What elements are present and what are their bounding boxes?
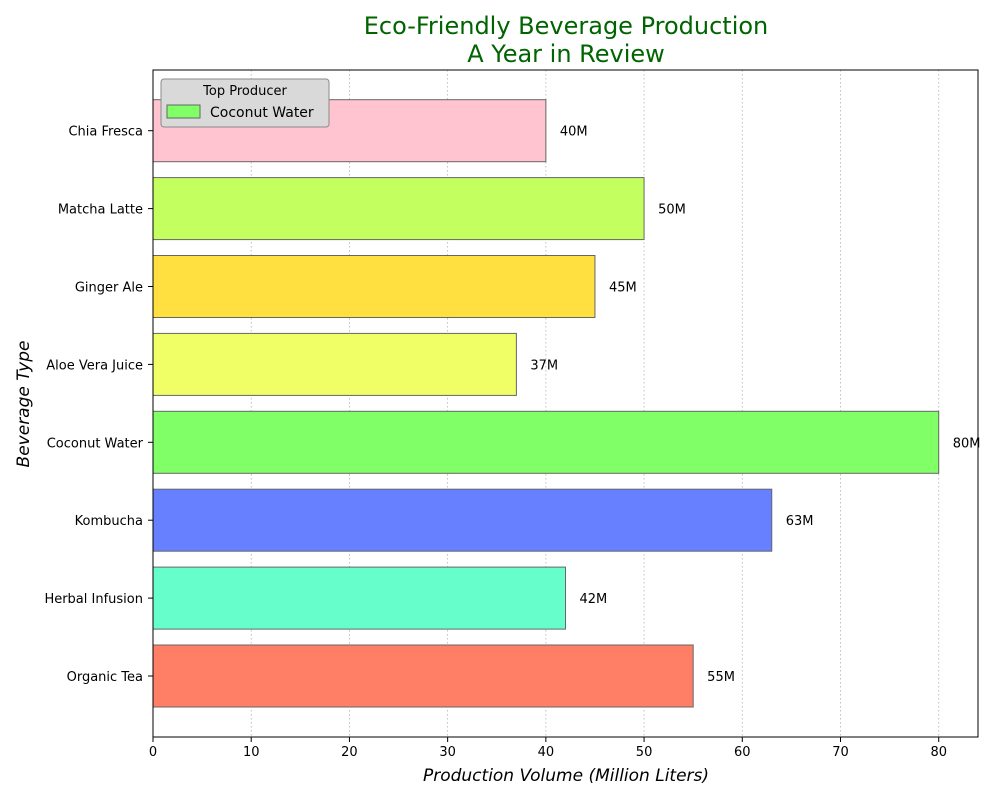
legend-box — [160, 78, 330, 128]
bar — [152, 410, 940, 474]
y-tick-label: Organic Tea — [67, 670, 143, 685]
x-tick-label: 10 — [243, 745, 260, 760]
bar — [152, 332, 517, 396]
legend-title: Top Producer — [202, 84, 287, 99]
bar — [152, 644, 694, 708]
y-tick-label: Aloe Vera Juice — [46, 358, 143, 373]
y-tick-label: Kombucha — [75, 514, 143, 529]
legend-entry-label: Coconut Water — [210, 105, 314, 121]
bar — [152, 255, 596, 318]
y-tick-label: Ginger Ale — [75, 281, 143, 296]
bar-value-label: 63M — [786, 514, 814, 529]
bar-value-label: 45M — [609, 281, 637, 296]
y-tick-label: Herbal Infusion — [44, 592, 143, 607]
x-axis-label: Production Volume (Million Liters) — [423, 766, 709, 786]
y-tick-label: Matcha Latte — [58, 203, 143, 218]
x-tick-label: 70 — [832, 745, 849, 760]
x-tick-label: 80 — [930, 745, 947, 760]
x-tick-label: 60 — [734, 745, 751, 760]
bar — [152, 566, 566, 630]
x-tick-label: 40 — [538, 745, 555, 760]
bar-value-label: 42M — [580, 592, 608, 607]
x-tick-label: 50 — [636, 745, 653, 760]
axes: 0 10 20 30 40 50 60 70 80 Organic Tea Herbal Infus… — [44, 125, 947, 760]
bar-value-label: 80M — [953, 436, 981, 451]
x-tick-label: 30 — [439, 745, 456, 760]
x-tick-label: 0 — [149, 745, 157, 760]
bars: 55M 42M 63M 80M 37M 45M 50M 40M — [152, 99, 981, 708]
chart-title-line2: A Year in Review — [467, 40, 665, 68]
bar — [152, 177, 645, 241]
bar — [152, 488, 773, 552]
y-tick-label: Chia Fresca — [68, 125, 143, 140]
chart-title-line1: Eco-Friendly Beverage Production — [364, 12, 769, 40]
bar-value-label: 55M — [707, 670, 735, 685]
plot-frame — [152, 69, 979, 738]
bar-value-label: 50M — [658, 203, 686, 218]
y-tick-label: Coconut Water — [47, 436, 144, 451]
y-axis-label: Beverage Type — [14, 341, 34, 468]
legend-swatch — [166, 104, 201, 119]
x-tick-label: 20 — [341, 745, 358, 760]
bar-value-label: 40M — [560, 125, 588, 140]
grid — [152, 70, 940, 737]
legend: Top Producer Coconut Water — [160, 78, 330, 128]
bar-value-label: 37M — [530, 358, 558, 373]
